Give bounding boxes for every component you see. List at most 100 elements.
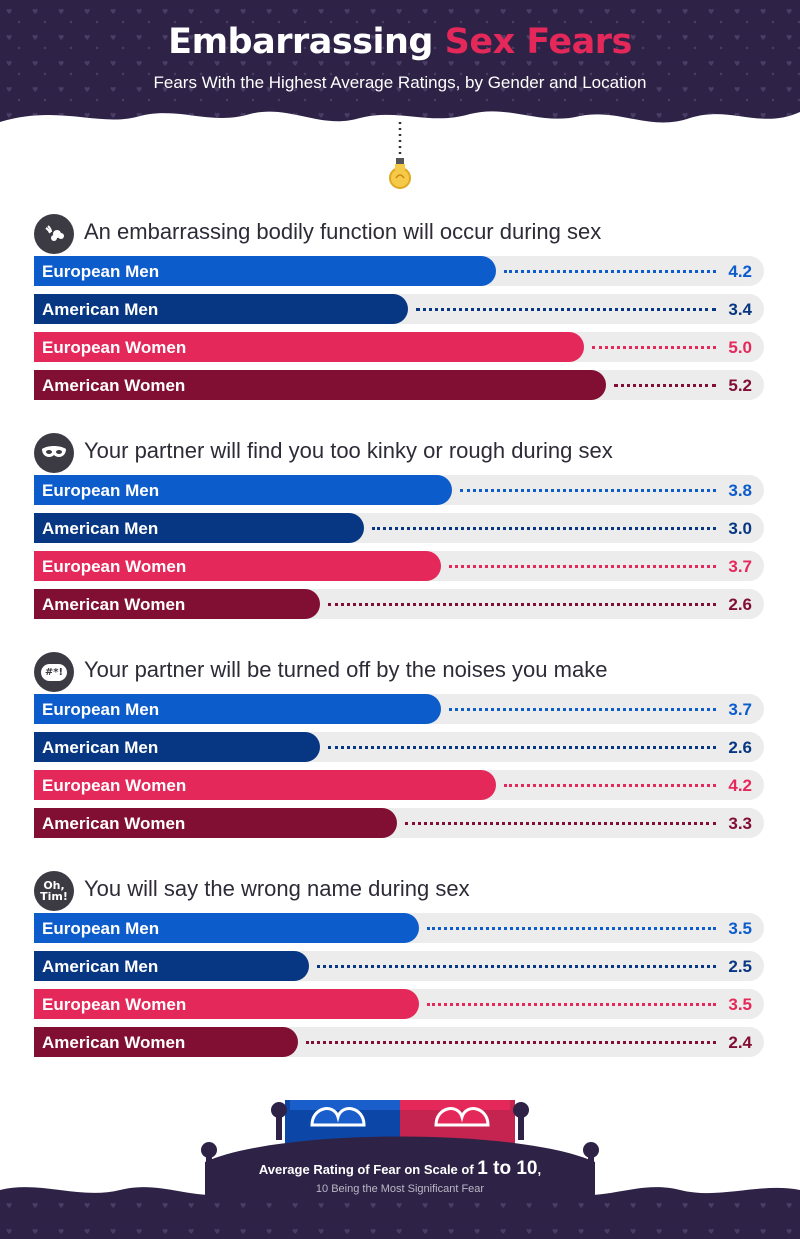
- dotted-leader: [306, 1041, 716, 1044]
- bar-row: American Women 3.3: [34, 808, 766, 838]
- fear-group: An embarrassing bodily function will occ…: [34, 214, 766, 400]
- series-label: American Women: [42, 595, 186, 614]
- page-title: Embarrassing Sex Fears: [0, 22, 800, 62]
- bar-row: European Women 3.5: [34, 989, 766, 1019]
- bar-value-label: 3.4: [728, 300, 752, 319]
- series-label: American Women: [42, 1033, 186, 1052]
- bar-list: European Men 3.7 American Men 2.6 European W…: [34, 694, 766, 846]
- footer-scale-note: Average Rating of Fear on Scale of 1 to …: [0, 1158, 800, 1180]
- fear-question: Your partner will find you too kinky or …: [84, 438, 613, 463]
- dotted-leader: [427, 1003, 716, 1006]
- bar: [34, 913, 419, 943]
- bar: [34, 256, 496, 286]
- series-label: European Women: [42, 338, 187, 357]
- fear-question-row: An embarrassing bodily function will occ…: [34, 214, 766, 254]
- bed-illustration: ♥: [0, 1100, 800, 1239]
- bar: [34, 475, 452, 505]
- bar: [34, 294, 408, 324]
- gas-cloud-icon: [34, 214, 74, 254]
- icon-text: #*!: [40, 663, 68, 681]
- dotted-leader: [449, 565, 716, 568]
- bar-row: American Women 2.4: [34, 1027, 766, 1057]
- title-part-2: Sex Fears: [444, 22, 633, 62]
- bar-value-label: 5.0: [728, 338, 752, 357]
- series-label: European Women: [42, 776, 187, 795]
- eye-mask-icon: [34, 433, 74, 473]
- bar: [34, 370, 606, 400]
- fear-group: Oh, Tim! You will say the wrong name duri…: [34, 871, 766, 1057]
- series-label: American Men: [42, 957, 159, 976]
- footer-scale-range: 1 to 10: [477, 1158, 538, 1179]
- fear-group: Your partner will find you too kinky or …: [34, 433, 766, 619]
- bar-list: European Men 3.8 American Men 3.0 European W…: [34, 475, 766, 627]
- fear-question: You will say the wrong name during sex: [84, 876, 470, 901]
- bar-value-label: 3.5: [728, 919, 752, 938]
- bar-value-label: 3.7: [728, 700, 752, 719]
- bar-value-label: 4.2: [728, 262, 752, 281]
- series-label: American Men: [42, 300, 159, 319]
- bar-value-label: 3.8: [728, 481, 752, 500]
- bar-value-label: 3.5: [728, 995, 752, 1014]
- bar-list: European Men 3.5 American Men 2.5 European W…: [34, 913, 766, 1065]
- bar-row: American Men 3.4: [34, 294, 766, 324]
- dotted-leader: [504, 270, 716, 273]
- dotted-leader: [328, 603, 716, 606]
- dotted-leader: [416, 308, 716, 311]
- bar-row: European Women 5.0: [34, 332, 766, 362]
- dotted-leader: [460, 489, 716, 492]
- speech-bubble-icon: #*!: [34, 652, 74, 692]
- bar: [34, 513, 364, 543]
- bar-value-label: 2.5: [728, 957, 752, 976]
- bar-row: American Men 2.5: [34, 951, 766, 981]
- bar-value-label: 3.0: [728, 519, 752, 538]
- footer-prefix: Average Rating of Fear on Scale of: [258, 1162, 474, 1177]
- series-label: American Men: [42, 519, 159, 538]
- dotted-leader: [372, 527, 716, 530]
- footer-scale-description: 10 Being the Most Significant Fear: [315, 1183, 485, 1195]
- bar-row: American Men 3.0: [34, 513, 766, 543]
- footer-bed: ♥ Average Rating of Fear on Scale of 1 t…: [0, 1090, 800, 1239]
- fear-question-row: Oh, Tim! You will say the wrong name duri…: [34, 871, 766, 911]
- bar: [34, 808, 397, 838]
- series-label: European Men: [42, 481, 160, 500]
- dotted-leader: [592, 346, 716, 349]
- page-subtitle: Fears With the Highest Average Ratings, …: [153, 73, 647, 92]
- dotted-leader: [317, 965, 716, 968]
- oh-tim-icon: Oh, Tim!: [34, 871, 74, 911]
- header-background: ♥: [0, 0, 800, 123]
- dotted-leader: [328, 746, 716, 749]
- bar: [34, 1027, 298, 1057]
- bar: [34, 332, 584, 362]
- bar: [34, 989, 419, 1019]
- bar-value-label: 5.2: [728, 376, 752, 395]
- bar-value-label: 2.6: [728, 738, 752, 757]
- header-banner: ♥ Embarrassing Sex Fears Fears With the …: [0, 0, 800, 140]
- dotted-leader: [427, 927, 716, 930]
- bar-row: European Men 4.2: [34, 256, 766, 286]
- bar-value-label: 3.3: [728, 814, 752, 833]
- bar-list: European Men 4.2 American Men 3.4 European W…: [34, 256, 766, 408]
- bar-row: European Men 3.8: [34, 475, 766, 505]
- light-bulb-icon: [389, 122, 411, 189]
- title-part-1: Embarrassing: [168, 22, 433, 62]
- bar-value-label: 2.6: [728, 595, 752, 614]
- series-label: European Women: [42, 995, 187, 1014]
- bar: [34, 694, 441, 724]
- series-label: European Men: [42, 919, 160, 938]
- footer-suffix: ,: [537, 1162, 542, 1177]
- bar: [34, 951, 309, 981]
- bar-row: American Women 2.6: [34, 589, 766, 619]
- fear-question-row: #*! Your partner will be turned off by th…: [34, 652, 766, 692]
- series-label: American Men: [42, 738, 159, 757]
- bar-row: European Men 3.7: [34, 694, 766, 724]
- fear-question-row: Your partner will find you too kinky or …: [34, 433, 766, 473]
- series-label: American Women: [42, 376, 186, 395]
- bar: [34, 551, 441, 581]
- bar: [34, 732, 320, 762]
- bar-row: American Men 2.6: [34, 732, 766, 762]
- bar-row: European Women 3.7: [34, 551, 766, 581]
- series-label: European Men: [42, 700, 160, 719]
- fear-question: An embarrassing bodily function will occ…: [84, 219, 602, 244]
- icon-text: Oh, Tim!: [40, 879, 68, 903]
- bar-value-label: 4.2: [728, 776, 752, 795]
